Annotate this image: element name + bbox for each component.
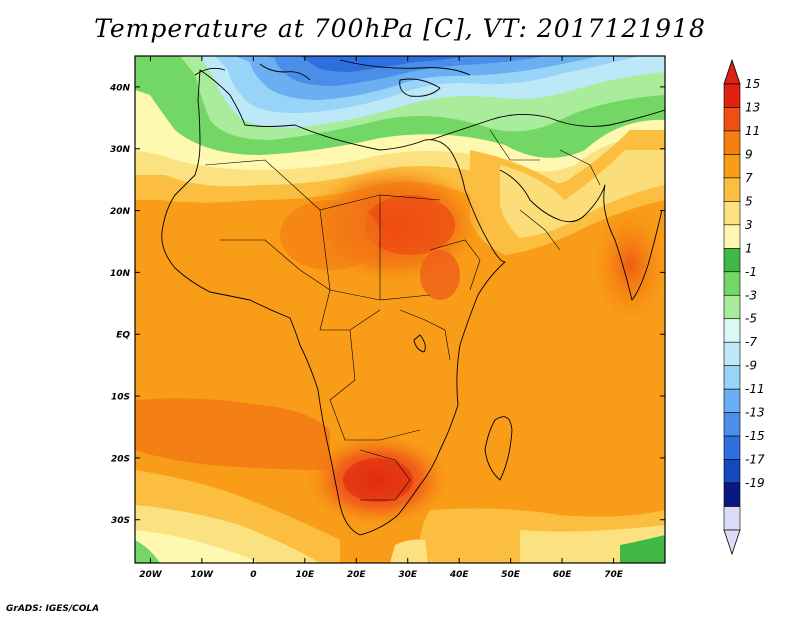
colorbar-box [723, 107, 741, 132]
colorbar-box [723, 365, 741, 390]
country-borders [204, 129, 601, 501]
colorbar-label: -11 [745, 382, 765, 396]
colorbar-label: -15 [745, 429, 765, 443]
colorbar-box [723, 130, 741, 155]
colorbar-box [723, 388, 741, 413]
colorbar-label: 3 [745, 218, 753, 232]
colorbar-label: 1 [745, 241, 753, 255]
colorbar-label: -9 [745, 359, 757, 373]
lon-label: 30E [398, 570, 418, 580]
colorbar-label: -5 [745, 312, 757, 326]
lon-label: 50E [501, 570, 521, 580]
plot-frame [134, 55, 666, 564]
colorbar-box [723, 83, 741, 108]
colorbar-box [723, 482, 741, 507]
colorbar-label: 9 [745, 147, 753, 161]
colorbar-label: -3 [745, 288, 757, 302]
colorbar-box [723, 412, 741, 437]
colorbar-over-triangle [723, 58, 741, 85]
colorbar: 15 13 11 9 7 5 3 1 -1 -3 -5 -7 -9 -11 -13 -15 -17 -19 [723, 58, 765, 556]
longitude-axis: 20W 10W 0 10E 20E 30E 40E 50E 60E 70E [139, 56, 624, 580]
latitude-axis: 40N 30N 20N 10N EQ 10S 20S 30S [109, 83, 665, 526]
lon-label: 20E [347, 570, 367, 580]
lon-label: 20W [139, 570, 163, 580]
lat-label: EQ [116, 331, 130, 341]
colorbar-box [723, 435, 741, 460]
colorbar-box [723, 506, 741, 531]
grads-credit: GrADS: IGES/COLA [6, 604, 100, 614]
coastlines [161, 59, 665, 536]
colorbar-box [723, 318, 741, 343]
temperature-field [135, 56, 665, 563]
colorbar-box [723, 201, 741, 226]
colorbar-box [723, 177, 741, 202]
colorbar-label: -13 [745, 406, 765, 420]
lon-label: 40E [449, 570, 470, 580]
colorbar-box [723, 271, 741, 296]
lon-label: 10E [295, 570, 315, 580]
colorbar-box [723, 459, 741, 484]
colorbar-box [723, 248, 741, 273]
colorbar-label: 5 [745, 194, 753, 208]
colorbar-label: 11 [745, 124, 760, 138]
colorbar-label: -1 [745, 265, 757, 279]
colorbar-label: 7 [745, 171, 753, 185]
colorbar-box [723, 341, 741, 366]
colorbar-label: 15 [745, 77, 760, 91]
lat-label: 30N [110, 145, 131, 155]
colorbar-label: -19 [745, 476, 765, 490]
colorbar-box [723, 294, 741, 320]
colorbar-label: -17 [745, 453, 765, 467]
lat-label: 40N [109, 83, 131, 93]
lon-label: 0 [250, 570, 256, 580]
colorbar-label: -7 [745, 335, 757, 349]
lat-label: 20S [111, 454, 130, 464]
colorbar-box [723, 224, 741, 249]
colorbar-label: 13 [745, 100, 760, 114]
colorbar-under-triangle [723, 529, 741, 556]
lat-label: 30S [111, 516, 130, 526]
lon-label: 60E [553, 570, 573, 580]
lat-label: 10N [110, 269, 131, 279]
lat-label: 20N [110, 207, 131, 217]
colorbar-box [723, 154, 741, 179]
lat-label: 10S [111, 393, 130, 403]
map-title: Temperature at 700hPa [C], VT: 201712191… [94, 14, 706, 43]
lon-label: 10W [191, 570, 215, 580]
lon-label: 70E [604, 570, 624, 580]
